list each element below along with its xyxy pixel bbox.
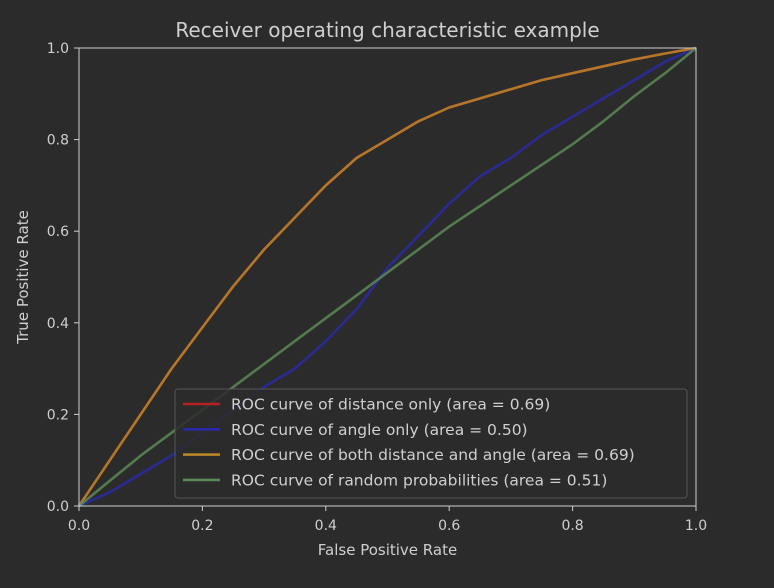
legend-box <box>174 388 688 499</box>
y-tick-label: 0.0 <box>47 499 69 515</box>
chart-title: Receiver operating characteristic exampl… <box>175 18 599 42</box>
legend-label: ROC curve of angle only (area = 0.50) <box>231 421 528 439</box>
x-axis: 0.0 0.2 0.4 0.6 0.8 1.0 <box>68 506 707 534</box>
axes-frame <box>78 47 697 507</box>
y-tick-label: 0.2 <box>47 407 69 423</box>
y-tick-label: 0.8 <box>47 133 69 149</box>
y-tick-label: 0.4 <box>47 316 69 332</box>
x-tick-label: 0.8 <box>561 518 583 534</box>
x-tick-label: 0.4 <box>315 518 337 534</box>
x-tick-label: 0.6 <box>438 518 460 534</box>
legend: ROC curve of distance only (area = 0.69)… <box>174 388 688 499</box>
x-tick-label: 0.2 <box>191 518 213 534</box>
legend-label: ROC curve of distance only (area = 0.69) <box>231 396 550 414</box>
x-tick-label: 0.0 <box>68 518 90 534</box>
y-axis-label: True Positive Rate <box>14 210 32 345</box>
x-tick-label: 1.0 <box>685 518 707 534</box>
series-line-3 <box>77 46 697 507</box>
y-tick-label: 0.6 <box>47 224 69 240</box>
legend-label: ROC curve of both distance and angle (ar… <box>231 446 635 464</box>
y-tick-label: 1.0 <box>47 41 69 57</box>
y-axis: 0.0 0.2 0.4 0.6 0.8 1.0 <box>47 41 79 515</box>
x-axis-label: False Positive Rate <box>318 541 457 559</box>
legend-label: ROC curve of random probabilities (area … <box>231 471 607 489</box>
